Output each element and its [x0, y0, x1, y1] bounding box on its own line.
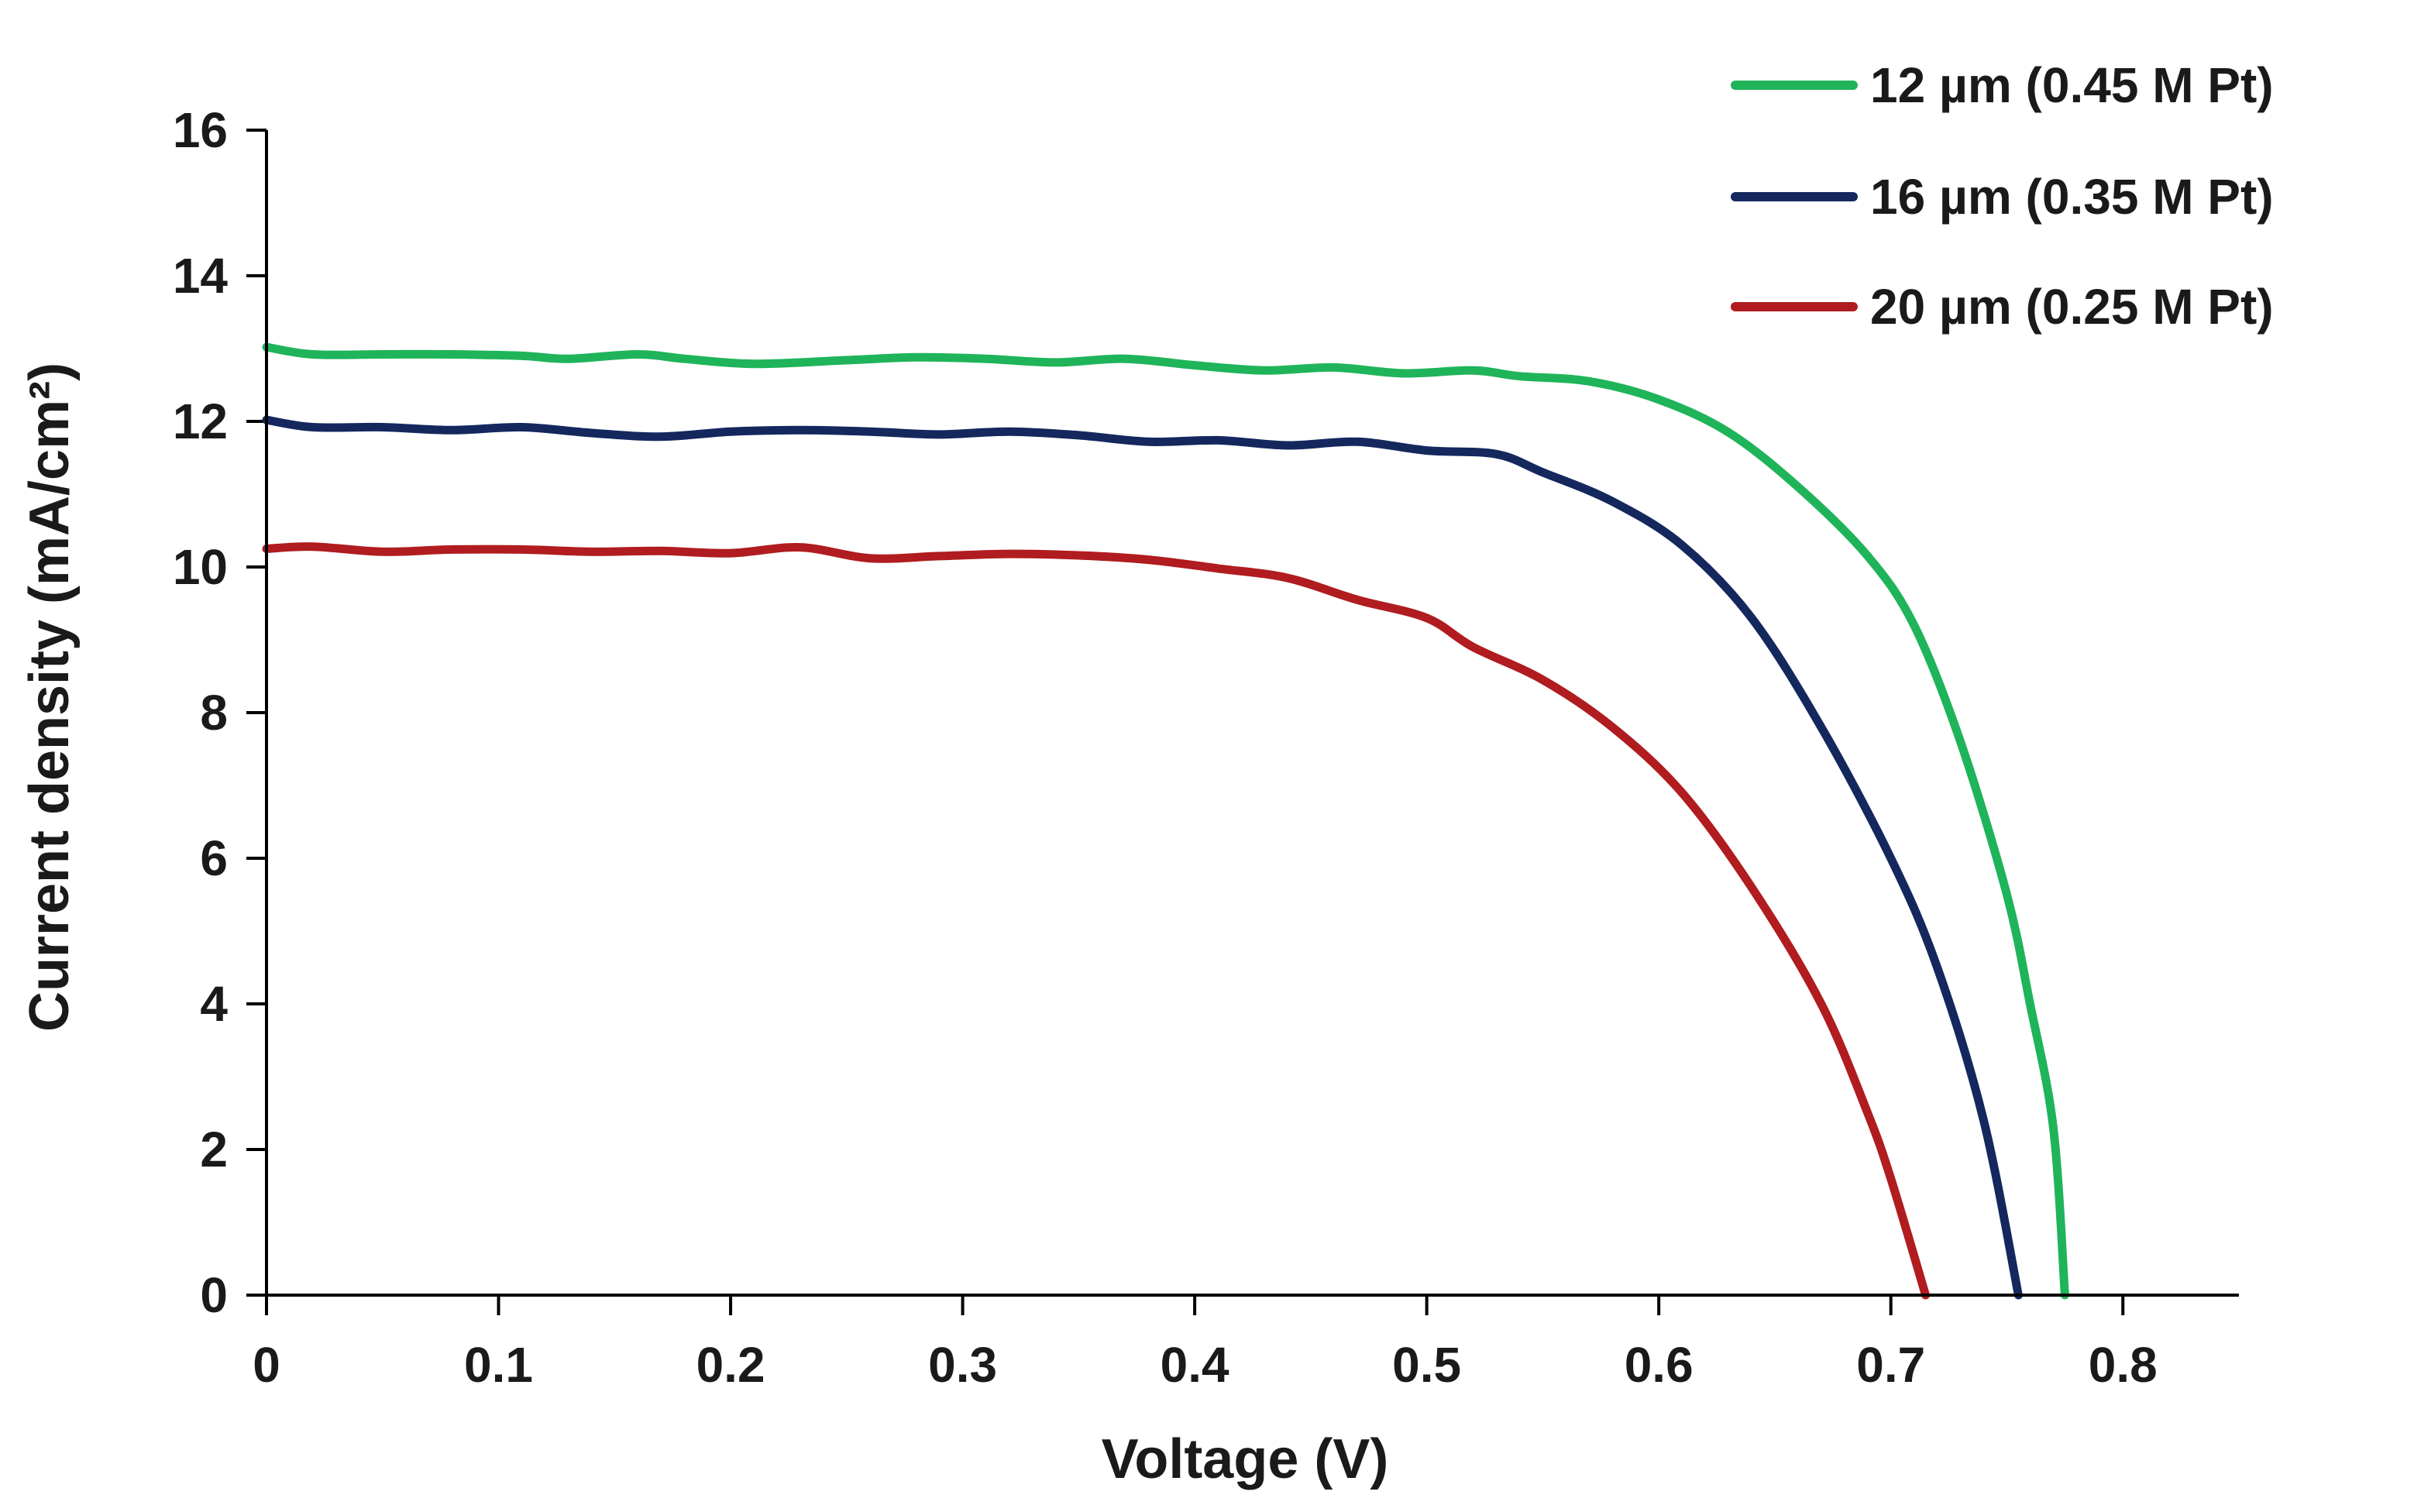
- legend-label-2: 16 µm (0.35 M Pt): [1870, 169, 2274, 225]
- y-tick-label: 0: [200, 1267, 228, 1323]
- y-tick-label: 10: [173, 539, 228, 595]
- y-tick-label: 14: [173, 248, 229, 304]
- x-tick-label: 0.7: [1856, 1337, 1925, 1393]
- x-tick-label: 0: [253, 1337, 280, 1393]
- series-lines: [262, 342, 2069, 1300]
- y-ticks: 0 2 4 6 8 10 12 14 16: [173, 102, 267, 1323]
- legend: 12 µm (0.45 M Pt) 16 µm (0.35 M Pt) 20 µm …: [1731, 57, 2274, 335]
- y-tick-label: 2: [200, 1122, 228, 1177]
- y-tick-label: 12: [173, 393, 228, 449]
- legend-label-1: 12 µm (0.45 M Pt): [1870, 57, 2274, 113]
- x-ticks: 0 0.1 0.2 0.3 0.4 0.5 0.6 0.7 0.8: [253, 1295, 2158, 1393]
- y-tick-label: 4: [200, 976, 228, 1032]
- x-tick-label: 0.3: [928, 1337, 997, 1393]
- legend-label-3: 20 µm (0.25 M Pt): [1870, 279, 2274, 335]
- x-axis-title: Voltage (V): [1102, 1428, 1389, 1490]
- series-line-2: [262, 415, 2023, 1300]
- x-tick-label: 0.6: [1625, 1337, 1694, 1393]
- x-tick-label: 0.4: [1161, 1337, 1229, 1393]
- series-line-3: [262, 542, 1931, 1300]
- x-tick-label: 0.5: [1392, 1337, 1461, 1393]
- y-tick-label: 8: [200, 685, 228, 741]
- x-tick-label: 0.8: [2089, 1337, 2158, 1393]
- x-tick-label: 0.1: [464, 1337, 533, 1393]
- x-tick-label: 0.2: [696, 1337, 765, 1393]
- y-axis-title: Current density (mA/cm²): [19, 363, 81, 1032]
- y-tick-label: 6: [200, 830, 228, 886]
- y-tick-label: 16: [173, 102, 228, 158]
- series-line-1: [262, 342, 2069, 1300]
